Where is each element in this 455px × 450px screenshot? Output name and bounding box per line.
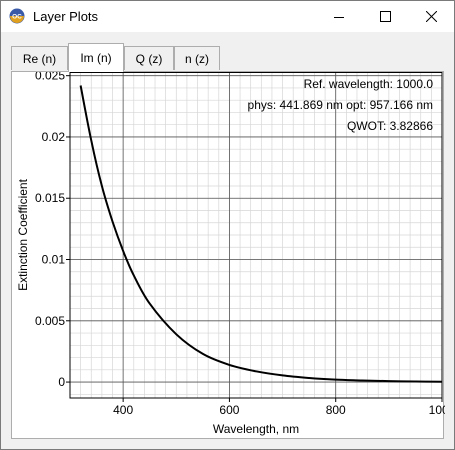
x-tick-label: 400 (113, 403, 133, 417)
data-point (90, 140, 92, 142)
minimize-icon (334, 16, 344, 18)
data-point (202, 353, 204, 355)
plot-frame (69, 72, 443, 399)
y-tick-label: 0.01 (42, 253, 66, 267)
series-line (79, 85, 443, 383)
data-point (149, 303, 151, 305)
tab-re-n[interactable]: Re (n) (11, 46, 68, 70)
data-point (388, 380, 390, 382)
data-point (361, 380, 363, 382)
data-point (122, 250, 124, 252)
data-point (229, 364, 231, 366)
close-button[interactable] (408, 1, 454, 32)
data-point (335, 379, 337, 381)
x-axis-label: Wavelength, nm (213, 422, 299, 436)
maximize-button[interactable] (362, 1, 408, 32)
data-point (112, 221, 114, 223)
x-tick-label: 600 (219, 403, 239, 417)
y-tick-label: 0.02 (42, 130, 66, 144)
thickness-label: phys: 441.869 nm opt: 957.166 nm (248, 98, 433, 112)
y-tick-label: 0 (58, 375, 65, 389)
svg-text:OC: OC (12, 14, 22, 21)
plot-panel: 400 600 800 1000 0 0.005 0.01 0.015 0.02 0.025 Wa… (11, 71, 445, 440)
data-point (415, 381, 417, 383)
tab-q-z[interactable]: Q (z) (124, 46, 174, 70)
y-tick-label: 0.025 (35, 72, 65, 83)
data-point (255, 370, 257, 372)
y-tick-label: 0.005 (35, 314, 65, 328)
data-point (308, 377, 310, 379)
x-tick-label: 1000 (429, 403, 445, 417)
qwot-label: QWOT: 3.82866 (347, 119, 433, 133)
data-point (80, 85, 82, 87)
axis-ticks: 400 600 800 1000 0 0.005 0.01 0.015 0.02 0.025 (35, 72, 445, 417)
data-point (175, 333, 177, 335)
data-point (101, 185, 103, 187)
extinction-chart[interactable]: 400 600 800 1000 0 0.005 0.01 0.015 0.02 0.025 Wa… (12, 72, 445, 440)
data-point (282, 375, 284, 377)
app-logo-icon: OC (9, 8, 25, 24)
minimize-button[interactable] (316, 1, 362, 32)
window-title: Layer Plots (33, 9, 99, 24)
title-bar[interactable]: OC Layer Plots (1, 1, 454, 32)
x-tick-label: 800 (326, 403, 346, 417)
close-icon (425, 11, 437, 22)
data-point (133, 275, 135, 277)
data-layer (79, 85, 443, 383)
y-tick-label: 0.015 (35, 191, 65, 205)
maximize-icon (379, 11, 391, 22)
tab-im-n[interactable]: Im (n) (68, 43, 124, 72)
tab-n-z[interactable]: n (z) (174, 46, 220, 70)
ref-wavelength-label: Ref. wavelength: 1000.0 (304, 77, 434, 91)
y-axis-label: Extinction Coefficient (16, 178, 30, 291)
